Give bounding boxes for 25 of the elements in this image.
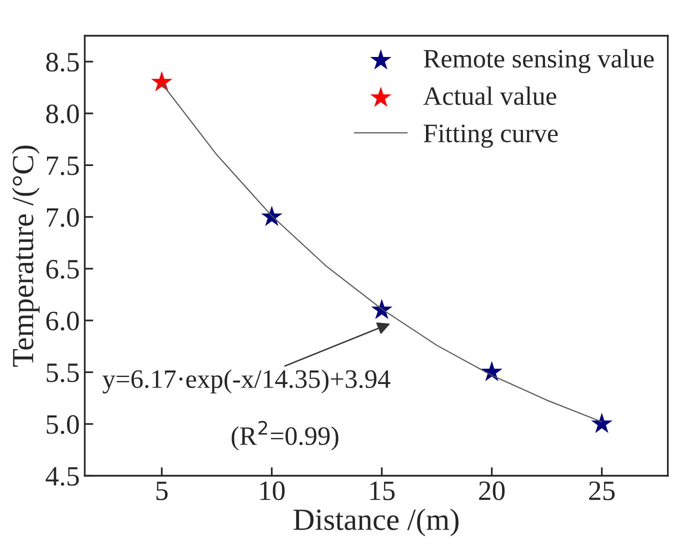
x-tick-label: 20	[479, 481, 505, 500]
y-tick-label: 4.5	[46, 467, 79, 486]
y-tick-label: 8.5	[46, 52, 79, 72]
x-tick-label: 10	[260, 481, 285, 500]
point	[261, 206, 282, 226]
y-tick-label: 5.5	[46, 364, 79, 382]
legend-label: Actual value	[423, 86, 556, 106]
legend-label: Remote sensing value	[424, 49, 654, 74]
y-tick-label: 6.5	[46, 260, 79, 279]
point	[371, 298, 392, 320]
y-tick-label: 6.0	[46, 312, 79, 330]
x-tick-label: 25	[589, 481, 615, 500]
x-axis-title: Distance /(m)	[294, 508, 459, 536]
legend-label: Fitting curve	[424, 124, 558, 148]
annotation: y=6.17·exp(-x/14.35)+3.94	[102, 369, 390, 394]
x-tick-label: 5	[156, 482, 168, 500]
x-tick-label: 15	[370, 482, 395, 500]
y-tick-label: 5.0	[46, 415, 79, 434]
y-axis-title: Temperature /(°C)	[12, 146, 40, 367]
y-tick-label: 8.0	[46, 104, 79, 124]
point	[151, 71, 172, 92]
y-tick-label: 7.0	[47, 208, 79, 227]
y-tick-label: 7.5	[47, 156, 79, 176]
annotation: (R$^{2}$=0.99)	[232, 420, 338, 450]
point	[591, 412, 612, 434]
